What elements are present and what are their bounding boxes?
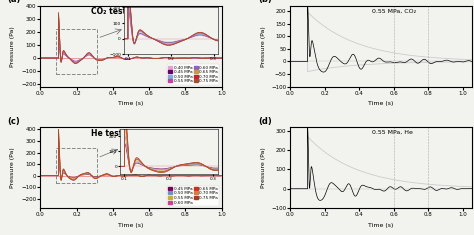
- Bar: [56, 29, 97, 74]
- Y-axis label: Pressure (Pa): Pressure (Pa): [10, 147, 16, 188]
- Text: (b): (b): [258, 0, 272, 4]
- Y-axis label: Pressure (Pa): Pressure (Pa): [261, 26, 265, 67]
- Y-axis label: Pressure (Pa): Pressure (Pa): [10, 26, 16, 67]
- Legend: 0.40 MPa, 0.45 MPa, 0.50 MPa, 0.55 MPa, 0.60 MPa, 0.65 MPa, 0.70 MPa, 0.75 MPa: 0.40 MPa, 0.45 MPa, 0.50 MPa, 0.55 MPa, …: [167, 64, 219, 85]
- Text: CO₂ tests: CO₂ tests: [91, 8, 131, 16]
- Text: (a): (a): [8, 0, 21, 4]
- Text: (c): (c): [8, 117, 20, 125]
- Bar: [56, 148, 97, 183]
- Text: (d): (d): [258, 117, 272, 125]
- X-axis label: Time (s): Time (s): [118, 223, 144, 228]
- Y-axis label: Pressure (Pa): Pressure (Pa): [261, 147, 265, 188]
- X-axis label: Time (s): Time (s): [118, 102, 144, 106]
- Text: 0.55 MPa, He: 0.55 MPa, He: [372, 129, 413, 135]
- X-axis label: Time (s): Time (s): [368, 223, 394, 228]
- Legend: 0.45 MPa, 0.50 MPa, 0.55 MPa, 0.60 MPa, 0.65 MPa, 0.70 MPa, 0.75 MPa: 0.45 MPa, 0.50 MPa, 0.55 MPa, 0.60 MPa, …: [167, 185, 219, 206]
- Text: 0.55 MPa, CO₂: 0.55 MPa, CO₂: [372, 8, 416, 13]
- Text: He tests: He tests: [91, 129, 127, 138]
- X-axis label: Time (s): Time (s): [368, 102, 394, 106]
